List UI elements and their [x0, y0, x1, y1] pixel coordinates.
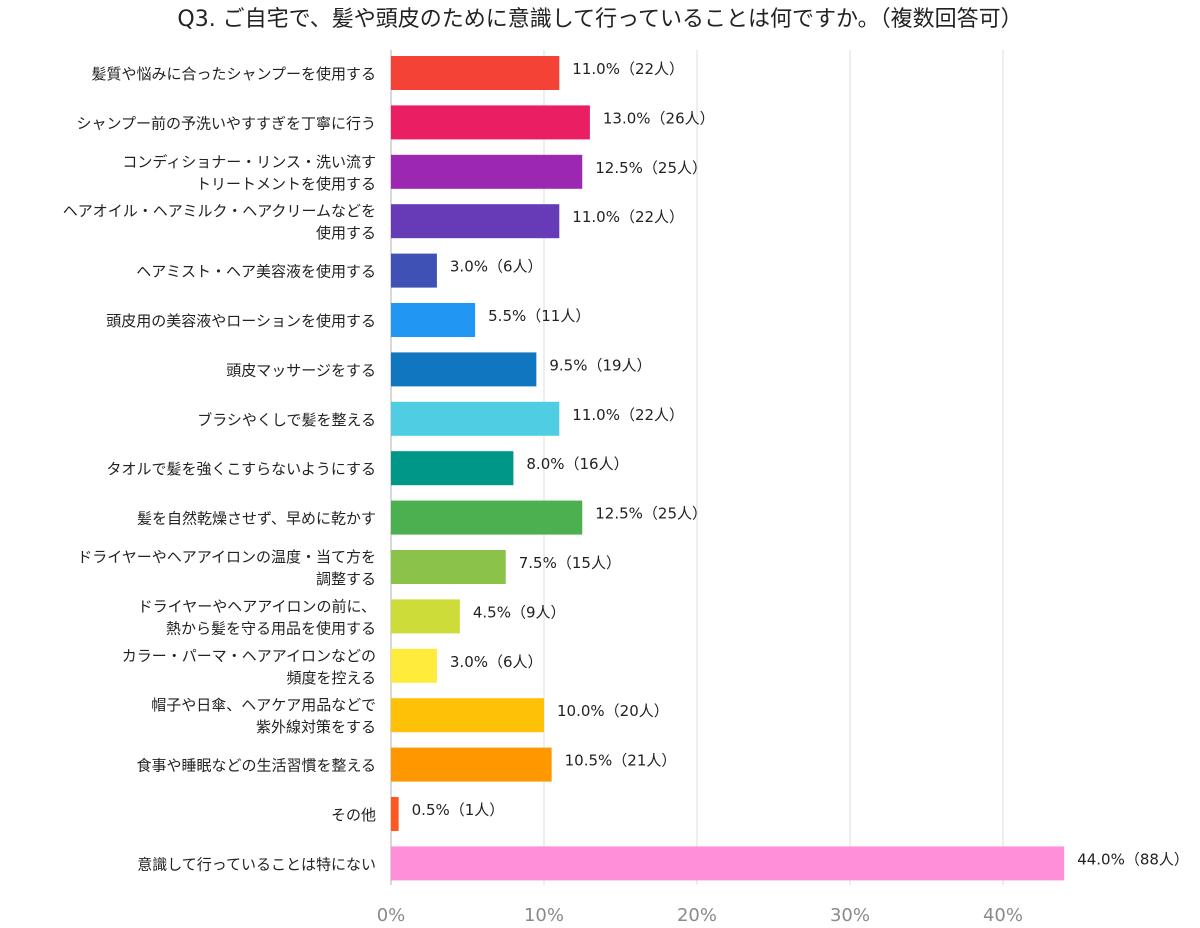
category-label: 調整する: [316, 570, 376, 588]
chart-title: Q3. ご自宅で、髪や頭皮のために意識して行っていることは何ですか。（複数回答可…: [177, 7, 1023, 32]
bar: [391, 698, 544, 733]
category-label: ヘアオイル・ヘアミルク・ヘアクリームなどを: [63, 202, 376, 220]
bar: [391, 797, 399, 831]
category-label: シャンプー前の予洗いやすすぎを丁寧に行う: [76, 114, 376, 132]
bar: [391, 500, 583, 535]
value-label: 7.5%（15人）: [519, 554, 621, 572]
bar: [391, 550, 506, 584]
category-label: ヘアミスト・ヘア美容液を使用する: [136, 263, 376, 281]
bar: [391, 253, 437, 288]
bar: [391, 352, 537, 387]
x-tick-label: 30%: [830, 905, 870, 926]
category-label: その他: [331, 806, 376, 824]
value-labels: 11.0%（22人） 13.0%（26人） 12.5%（25人） 11.0%（22人）…: [412, 60, 1189, 868]
bar: [391, 154, 583, 189]
bar: [391, 401, 560, 436]
value-label: 5.5%（11人）: [488, 307, 590, 325]
x-tick-label: 10%: [524, 905, 564, 926]
category-label: ドライヤーやヘアアイロンの温度・当て方を: [77, 548, 376, 566]
category-label: トリートメントを使用する: [196, 175, 376, 193]
value-label: 10.5%（21人）: [565, 752, 677, 770]
category-label: コンディショナー・リンス・洗い流す: [122, 153, 376, 171]
value-label: 9.5%（19人）: [549, 356, 651, 374]
category-label: 熱から髪を守る用品を使用する: [166, 619, 376, 637]
x-axis-ticks: 0% 10% 20% 30% 40%: [377, 905, 1023, 926]
category-label: 頭皮用の美容液やローションを使用する: [106, 312, 376, 330]
category-label: ドライヤーやヘアアイロンの前に、: [138, 597, 376, 615]
bar: [391, 599, 460, 634]
category-label: 帽子や日傘、ヘアケア用品などで: [151, 696, 376, 714]
value-label: 3.0%（6人）: [450, 258, 543, 276]
bar: [391, 56, 560, 90]
bar: [391, 846, 1065, 881]
value-label: 8.0%（16人）: [526, 455, 628, 473]
category-labels: 髪質や悩みに合ったシャンプーを使用するシャンプー前の予洗いやすすぎを丁寧に行うコ…: [63, 65, 376, 873]
value-label: 11.0%（22人）: [572, 208, 684, 226]
x-tick-label: 40%: [983, 905, 1023, 926]
value-label: 3.0%（6人）: [450, 653, 543, 671]
category-label: 頻度を控える: [286, 669, 376, 687]
category-label: 食事や睡眠などの生活習慣を整える: [136, 757, 376, 775]
category-label: カラー・パーマ・ヘアアイロンなどの: [122, 647, 376, 665]
bars: [391, 56, 1065, 881]
bar: [391, 747, 552, 782]
category-label: 紫外線対策をする: [256, 718, 376, 736]
bar: [391, 105, 590, 140]
value-label: 11.0%（22人）: [572, 60, 684, 78]
gridlines: [390, 50, 1004, 885]
bar: [391, 303, 476, 337]
category-label: タオルで髪を強くこすらないようにする: [106, 460, 376, 478]
bar: [391, 204, 560, 239]
category-label: ブラシやくしで髪を整える: [197, 411, 376, 429]
value-label: 4.5%（9人）: [473, 603, 566, 621]
value-label: 44.0%（88人）: [1077, 850, 1189, 868]
value-label: 11.0%（22人）: [572, 406, 684, 424]
value-label: 12.5%（25人）: [595, 159, 707, 177]
category-label: 髪を自然乾燥させず、早めに乾かす: [137, 510, 376, 528]
category-label: 意識して行っていることは特にない: [137, 855, 376, 873]
x-tick-label: 0%: [377, 905, 406, 926]
category-label: 使用する: [316, 224, 376, 242]
value-label: 12.5%（25人）: [595, 505, 707, 523]
value-label: 13.0%（26人）: [603, 109, 715, 127]
bar: [391, 648, 437, 683]
x-tick-label: 20%: [677, 905, 717, 926]
bar: [391, 451, 514, 486]
value-label: 0.5%（1人）: [412, 801, 505, 819]
value-label: 10.0%（20人）: [557, 702, 669, 720]
category-label: 頭皮マッサージをする: [226, 361, 376, 379]
category-label: 髪質や悩みに合ったシャンプーを使用する: [91, 65, 376, 83]
